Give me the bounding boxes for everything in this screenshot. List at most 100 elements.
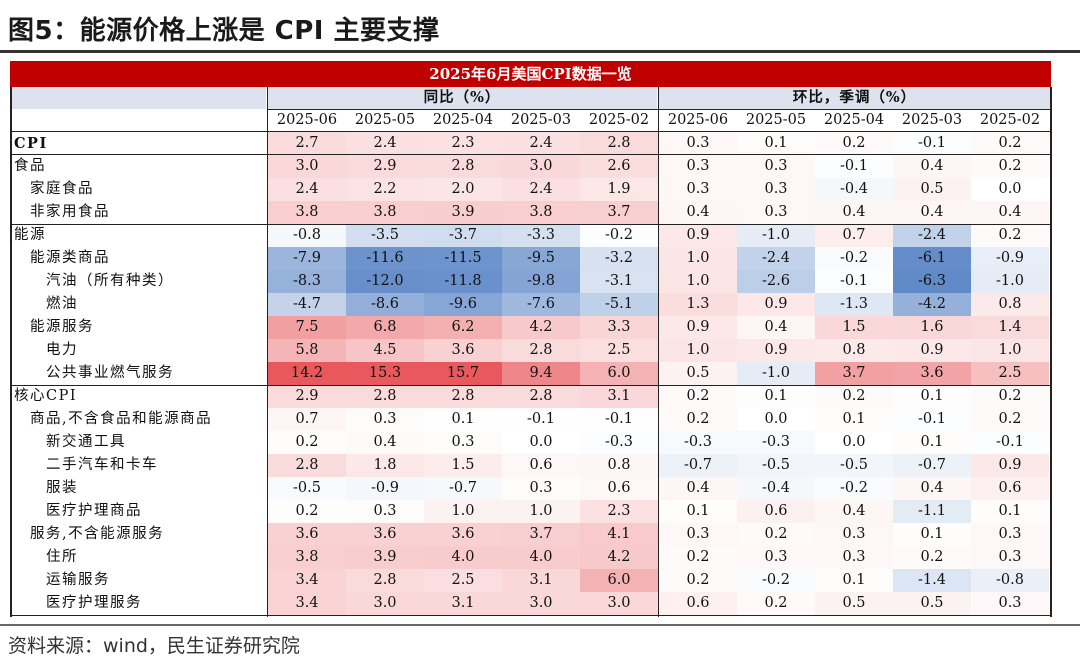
mom-cell: 0.1 (737, 132, 815, 155)
grid-vline (658, 87, 659, 617)
yoy-cell: -0.1 (502, 408, 580, 431)
yoy-cell: 3.6 (424, 523, 502, 546)
table-row: 能源服务 7.5 6.8 6.2 4.2 3.3 0.9 0.4 1.5 1.6 1.4 (10, 316, 1051, 339)
yoy-cell: -5.1 (580, 293, 658, 316)
yoy-cell: 3.7 (580, 201, 658, 224)
yoy-cell: 2.9 (268, 385, 346, 408)
yoy-cell: -11.6 (346, 247, 424, 270)
mom-cell: 1.0 (971, 339, 1049, 362)
page-title: 图5：能源价格上涨是 CPI 主要支撑 (8, 16, 440, 46)
row-label: 非家用食品 (30, 204, 110, 220)
table-row: 能源 -0.8 -3.5 -3.7 -3.3 -0.2 0.9 -1.0 0.7 -2.4 0.2 (10, 224, 1051, 247)
mom-cell: -0.1 (893, 408, 971, 431)
yoy-cell: -3.5 (346, 224, 424, 247)
mom-cell: 0.3 (659, 178, 737, 201)
yoy-cell: 2.8 (346, 569, 424, 592)
row-label: 服装 (46, 480, 78, 496)
yoy-cell: 2.4 (268, 178, 346, 201)
mom-cell: -0.1 (815, 270, 893, 293)
grid-vline (267, 87, 268, 617)
mom-cell: -0.7 (659, 454, 737, 477)
yoy-cell: 4.1 (580, 523, 658, 546)
yoy-cell: -0.9 (346, 477, 424, 500)
mom-cell: 0.9 (737, 293, 815, 316)
mom-cell: 0.3 (815, 546, 893, 569)
mom-cell: 0.1 (971, 500, 1049, 523)
mom-cell: -0.1 (815, 155, 893, 178)
yoy-cell: -0.3 (580, 431, 658, 454)
mom-cell: 0.1 (737, 385, 815, 408)
mom-cell: -0.1 (971, 431, 1049, 454)
yoy-cell: -3.3 (502, 224, 580, 247)
yoy-cell: 3.8 (502, 201, 580, 224)
yoy-cell: 1.5 (424, 454, 502, 477)
yoy-cell: 0.8 (580, 454, 658, 477)
mom-cell: 0.2 (815, 132, 893, 155)
grid-hline (10, 615, 1051, 616)
mom-cell: -0.3 (737, 431, 815, 454)
yoy-cell: 0.1 (424, 408, 502, 431)
table-row: 燃油 -4.7 -8.6 -9.6 -7.6 -5.1 1.3 0.9 -1.3 -4.2 0.8 (10, 293, 1051, 316)
table-row: 服务,不含能源服务 3.6 3.6 3.6 3.7 4.1 0.3 0.2 0.3 0.1 0.3 (10, 523, 1051, 546)
month-header-mom: 2025-05 (745, 112, 807, 128)
mom-cell: 0.3 (737, 201, 815, 224)
yoy-cell: 14.2 (268, 362, 346, 385)
yoy-cell: 3.6 (424, 339, 502, 362)
yoy-cell: 4.0 (502, 546, 580, 569)
yoy-cell: 2.9 (346, 155, 424, 178)
row-label: 服务,不含能源服务 (30, 526, 165, 542)
mom-cell: 3.6 (893, 362, 971, 385)
yoy-cell: 1.0 (502, 500, 580, 523)
table-row: 食品 3.0 2.9 2.8 3.0 2.6 0.3 0.3 -0.1 0.4 0.2 (10, 155, 1051, 178)
mom-cell: 0.4 (971, 201, 1049, 224)
yoy-cell: -9.8 (502, 270, 580, 293)
grid-hline (10, 385, 1051, 386)
yoy-cell: -9.6 (424, 293, 502, 316)
yoy-cell: 1.0 (424, 500, 502, 523)
mom-cell: 1.0 (659, 339, 737, 362)
mom-cell: 0.0 (737, 408, 815, 431)
yoy-cell: 3.8 (346, 201, 424, 224)
mom-cell: -0.5 (737, 454, 815, 477)
grid-hline (267, 109, 1051, 110)
yoy-cell: -12.0 (346, 270, 424, 293)
yoy-cell: 6.8 (346, 316, 424, 339)
mom-cell: 0.9 (971, 454, 1049, 477)
row-label: 二手汽车和卡车 (46, 457, 158, 473)
mom-cell: 1.0 (659, 247, 737, 270)
yoy-cell: -3.2 (580, 247, 658, 270)
mom-cell: -1.0 (737, 362, 815, 385)
mom-cell: 0.1 (659, 500, 737, 523)
table-row: 医疗护理商品 0.2 0.3 1.0 1.0 2.3 0.1 0.6 0.4 -1.1 0.1 (10, 500, 1051, 523)
yoy-cell: 0.3 (502, 477, 580, 500)
mom-cell: -1.0 (971, 270, 1049, 293)
row-label: 新交通工具 (46, 434, 126, 450)
yoy-cell: 3.0 (502, 155, 580, 178)
mom-cell: 0.4 (893, 477, 971, 500)
row-label: 能源服务 (30, 319, 94, 335)
yoy-cell: 2.0 (424, 178, 502, 201)
row-label: 家庭食品 (30, 181, 94, 197)
yoy-cell: 0.3 (346, 408, 424, 431)
cpi-table: 2025年6月美国CPI数据一览 同比（%） 环比，季调（%） 2025-06 2… (10, 61, 1052, 617)
yoy-cell: -11.8 (424, 270, 502, 293)
yoy-cell: 4.2 (502, 316, 580, 339)
row-label: 能源类商品 (30, 250, 110, 266)
yoy-cell: 9.4 (502, 362, 580, 385)
mom-cell: 0.9 (893, 339, 971, 362)
mom-cell: 0.2 (971, 408, 1049, 431)
mom-cell: 1.5 (815, 316, 893, 339)
table-banner: 2025年6月美国CPI数据一览 (10, 61, 1051, 87)
mom-cell: -1.3 (815, 293, 893, 316)
table-row: 住所 3.8 3.9 4.0 4.0 4.2 0.2 0.3 0.3 0.2 0.3 (10, 546, 1051, 569)
month-header-mom: 2025-06 (667, 112, 729, 128)
mom-cell: 0.0 (815, 431, 893, 454)
grid-hline (10, 224, 1051, 225)
table-row: 医疗护理服务 3.4 3.0 3.1 3.0 3.0 0.6 0.2 0.5 0.5 0.3 (10, 592, 1051, 615)
mom-cell: 0.2 (893, 546, 971, 569)
header-mom-group: 环比，季调（%） (658, 87, 1051, 109)
row-label: 公共事业燃气服务 (46, 365, 174, 381)
mom-cell: 0.2 (971, 155, 1049, 178)
mom-cell: -4.2 (893, 293, 971, 316)
mom-cell: 0.9 (659, 316, 737, 339)
